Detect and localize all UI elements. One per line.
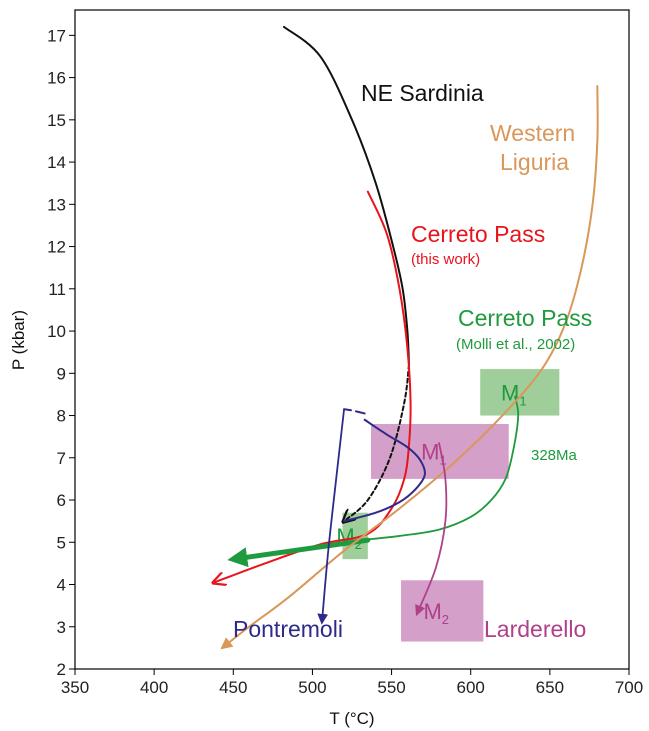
x-tick-label: 550 <box>377 678 405 697</box>
y-tick-label: 16 <box>47 69 66 88</box>
series-cerreto-pass-molli-et-al-2002-arrow <box>227 537 371 568</box>
y-tick-label: 15 <box>47 111 66 130</box>
label-western-liguria-line2: Liguria <box>500 149 569 175</box>
y-tick-label: 3 <box>57 618 66 637</box>
x-tick-label: 350 <box>61 678 89 697</box>
label-cerreto-molli: Cerreto Pass <box>458 305 592 331</box>
label-cerreto-this-work-note: (this work) <box>411 251 480 268</box>
y-tick-label: 4 <box>57 576 66 595</box>
annotations: NE Sardinia Western Liguria Cerreto Pass… <box>233 80 592 642</box>
ticks-layer: 350 400 450 500 550 600 650 700 2 3 4 5 6 7 8 9 10 11 12 13… <box>47 26 643 697</box>
region-purple-3 <box>401 580 484 642</box>
series-western-liguria <box>220 85 599 650</box>
region-green-0 <box>480 369 560 416</box>
x-axis-title: T (°C) <box>329 709 374 728</box>
y-tick-label: 13 <box>47 195 66 214</box>
series-ne-sardinia <box>282 25 410 366</box>
label-cerreto-molli-note: (Molli et al., 2002) <box>456 336 575 353</box>
series-pontremoli-solid <box>343 418 426 523</box>
series-pontremoli <box>317 408 345 625</box>
plot-frame <box>74 9 630 670</box>
x-tick-label: 400 <box>140 678 168 697</box>
x-tick-label: 650 <box>536 678 564 697</box>
y-tick-label: 6 <box>57 491 66 510</box>
y-tick-label: 8 <box>57 407 66 426</box>
label-larderello: Larderello <box>484 616 586 642</box>
series-pontremoli-dashed <box>343 408 366 415</box>
series-larderello <box>415 442 448 617</box>
label-age-328ma: 328Ma <box>531 447 578 464</box>
y-tick-label: 14 <box>47 153 66 172</box>
label-cerreto-this-work: Cerreto Pass <box>411 221 545 247</box>
label-pontremoli: Pontremoli <box>233 616 343 642</box>
y-tick-label: 9 <box>57 364 66 383</box>
x-tick-label: 450 <box>219 678 247 697</box>
label-ne-sardinia: NE Sardinia <box>361 80 484 106</box>
series-layer <box>214 25 599 650</box>
y-tick-label: 11 <box>48 280 66 299</box>
y-tick-label: 10 <box>47 322 66 341</box>
x-tick-label: 600 <box>457 678 485 697</box>
y-axis-title: P (kbar) <box>9 310 28 370</box>
x-tick-label: 700 <box>615 678 643 697</box>
y-tick-label: 2 <box>57 660 66 679</box>
x-tick-label: 500 <box>298 678 326 697</box>
series-cerreto-pass-molli-et-al-2002 <box>359 395 520 542</box>
y-tick-label: 17 <box>47 26 66 45</box>
label-western-liguria-line1: Western <box>490 120 575 146</box>
y-tick-label: 7 <box>57 449 66 468</box>
y-tick-label: 12 <box>47 238 66 257</box>
series-ne-sardinia-dashed <box>344 363 410 521</box>
y-tick-label: 5 <box>57 533 66 552</box>
